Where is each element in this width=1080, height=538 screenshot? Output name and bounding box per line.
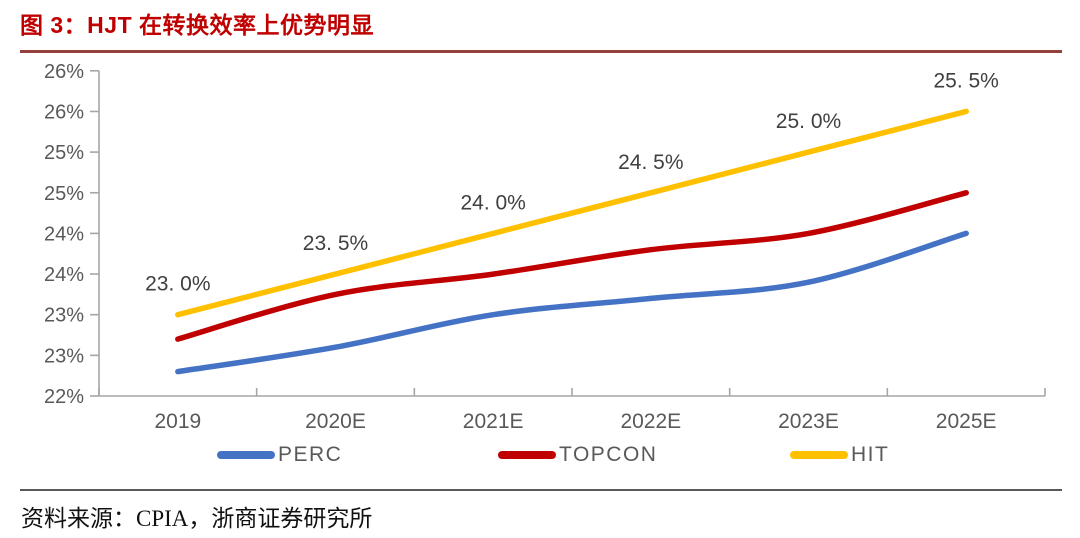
x-tick-label: 2025E xyxy=(936,410,997,433)
footer-rule xyxy=(20,489,1062,491)
x-tick-label: 2020E xyxy=(305,410,366,433)
y-tick-label: 26% xyxy=(44,61,84,83)
legend-item-hit: HIT xyxy=(790,443,890,466)
y-tick-label: 24% xyxy=(44,223,84,245)
series-line-hit xyxy=(175,108,969,318)
series-line-perc xyxy=(175,230,969,375)
title-rule xyxy=(20,50,1062,53)
y-tick-label: 22% xyxy=(44,386,84,408)
data-label-hit: 24. 0% xyxy=(460,191,525,214)
y-tick-label: 26% xyxy=(44,101,84,123)
x-tick-label: 2019 xyxy=(154,410,201,433)
chart-area: 22% 23% 23% 24% 24% 25% 25% 26% 26% 2019 2020E 2021… xyxy=(0,56,1080,440)
data-label-hit: 24. 5% xyxy=(618,151,683,174)
data-label-hit: 23. 0% xyxy=(145,273,210,296)
topcon-color-swatch xyxy=(498,451,556,459)
x-tick-label: 2022E xyxy=(620,410,681,433)
legend-item-topcon: TOPCON xyxy=(498,443,658,466)
legend-item-perc: PERC xyxy=(217,443,343,466)
hit-color-swatch xyxy=(790,451,848,459)
efficiency-line-chart: 22% 23% 23% 24% 24% 25% 25% 26% 26% 2019 2020E 2021… xyxy=(44,61,1046,433)
y-tick-label: 25% xyxy=(44,183,84,205)
x-tick-label: 2023E xyxy=(778,410,839,433)
legend-label-hit: HIT xyxy=(851,443,890,466)
data-label-hit: 25. 0% xyxy=(776,110,841,133)
chart-legend: PERC TOPCON HIT xyxy=(0,443,1080,470)
y-tick-label: 23% xyxy=(44,345,84,367)
source-note: 资料来源：CPIA，浙商证券研究所 xyxy=(21,506,373,531)
y-tick-label: 25% xyxy=(44,142,84,164)
x-tick-label: 2021E xyxy=(463,410,524,433)
perc-color-swatch xyxy=(217,451,275,459)
figure-title: 图 3：HJT 在转换效率上优势明显 xyxy=(20,12,375,38)
data-label-hit: 23. 5% xyxy=(303,232,368,255)
y-tick-label: 23% xyxy=(44,305,84,327)
series-line-topcon xyxy=(175,190,969,342)
data-label-hit: 25. 5% xyxy=(933,69,998,92)
legend-label-topcon: TOPCON xyxy=(559,443,658,466)
legend-label-perc: PERC xyxy=(278,443,343,466)
y-tick-label: 24% xyxy=(44,264,84,286)
